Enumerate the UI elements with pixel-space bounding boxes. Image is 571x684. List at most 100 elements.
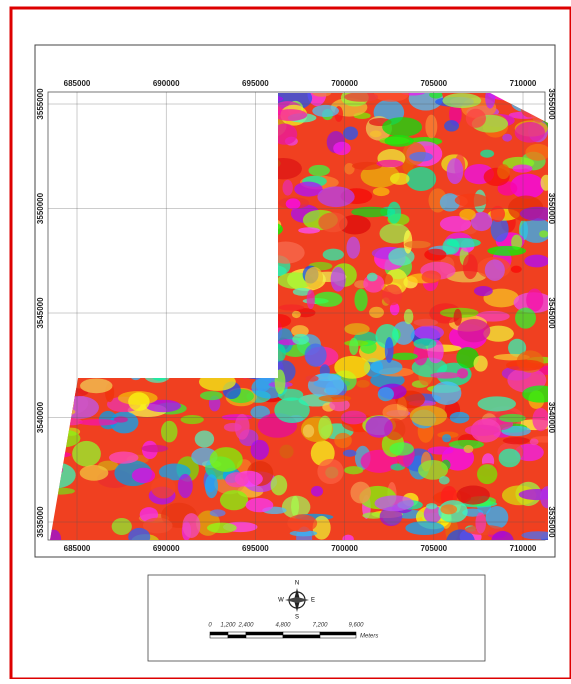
raster-blob [414, 319, 438, 326]
x-tick-label: 710000 [510, 79, 537, 88]
raster-blob [373, 187, 390, 196]
y-tick-label: 3545000 [547, 297, 556, 329]
raster-blob [370, 360, 402, 375]
raster-blob [475, 512, 486, 533]
raster-blob [305, 267, 323, 289]
raster-blob [286, 198, 301, 209]
raster-blob [128, 392, 149, 411]
raster-blob [389, 442, 414, 455]
y-tick-label: 3540000 [547, 402, 556, 434]
raster-blob [502, 134, 512, 142]
y-tick-label: 3535000 [547, 506, 556, 538]
raster-blob [515, 122, 545, 143]
x-tick-label: 685000 [64, 544, 91, 553]
y-tick-label: 3535000 [36, 506, 45, 538]
raster-blob [442, 93, 481, 108]
raster-blob [385, 337, 394, 363]
raster-blob [151, 477, 176, 499]
raster-blob [457, 319, 490, 342]
raster-blob [474, 355, 488, 371]
raster-blob [513, 164, 533, 172]
y-tick-label: 3555000 [36, 88, 45, 120]
raster-blob [178, 474, 193, 498]
raster-blob [182, 513, 200, 538]
raster-blob [141, 445, 168, 452]
raster-blob [311, 486, 323, 497]
raster-blob [384, 135, 413, 147]
raster-blob [333, 142, 350, 155]
raster-blob [375, 495, 414, 511]
raster-blob [404, 241, 430, 249]
raster-blob [356, 380, 369, 388]
raster-blob [349, 338, 358, 355]
x-tick-label: 710000 [510, 544, 537, 553]
raster-blob [109, 452, 138, 464]
raster-blob [279, 445, 293, 459]
raster-blob [480, 150, 494, 158]
raster-blob [432, 381, 462, 405]
y-tick-label: 3550000 [547, 193, 556, 225]
scale-label: 9,600 [348, 623, 364, 629]
raster-blob [306, 375, 319, 381]
raster-blob [524, 255, 549, 268]
raster-blob [382, 284, 402, 305]
raster-blob [317, 459, 343, 484]
x-tick-label: 695000 [242, 79, 269, 88]
raster-blob [346, 237, 360, 259]
raster-blob [344, 466, 363, 474]
raster-blob [444, 120, 459, 131]
raster-blob [391, 353, 418, 360]
raster-blob [455, 194, 489, 207]
raster-blob [474, 286, 493, 296]
x-tick-label: 700000 [331, 544, 358, 553]
raster-blob [409, 152, 433, 162]
raster-blob [382, 117, 422, 137]
scale-unit: Meters [360, 634, 378, 640]
y-tick-label: 3540000 [36, 401, 45, 433]
raster-blob [195, 430, 214, 447]
scale-segment [210, 635, 228, 638]
raster-blob [477, 464, 497, 484]
x-tick-label: 705000 [420, 544, 447, 553]
scale-segment [228, 635, 246, 638]
scale-segment [210, 632, 228, 635]
raster-blob [225, 472, 249, 487]
raster-blob [463, 254, 478, 279]
raster-blob [367, 273, 378, 282]
raster-blob [404, 309, 414, 324]
raster-blob [369, 307, 384, 318]
raster-blob [530, 438, 539, 445]
compass-s: S [295, 615, 299, 621]
raster-blob [80, 465, 109, 481]
raster-blob [132, 468, 155, 483]
scale-label: 2,400 [237, 623, 254, 629]
raster-blob [292, 311, 301, 318]
raster-blob [485, 259, 505, 281]
x-tick-label: 705000 [420, 79, 447, 88]
x-tick-label: 690000 [153, 79, 180, 88]
raster-blob [292, 334, 309, 345]
raster-blob [273, 109, 307, 121]
raster-blob [378, 387, 394, 401]
raster-blob [210, 447, 243, 472]
raster-blob [181, 415, 204, 424]
raster-blob [506, 360, 544, 371]
raster-blob [425, 115, 437, 139]
raster-blob [390, 173, 410, 185]
raster-blob [72, 441, 101, 467]
legend-box [148, 575, 485, 661]
raster-blob [318, 416, 332, 439]
raster-blob [319, 395, 352, 402]
scale-segment [320, 632, 356, 635]
raster-blob [454, 309, 462, 326]
raster-blob [439, 476, 450, 484]
raster-blob [442, 434, 451, 442]
raster-blob [499, 414, 526, 422]
raster-blob [250, 440, 269, 460]
raster-blob [200, 391, 223, 400]
raster-blob [478, 396, 516, 411]
raster-blob [424, 249, 446, 261]
scale-label: 7,200 [312, 623, 328, 629]
raster-blob [503, 437, 530, 444]
y-tick-label: 3550000 [36, 192, 45, 224]
